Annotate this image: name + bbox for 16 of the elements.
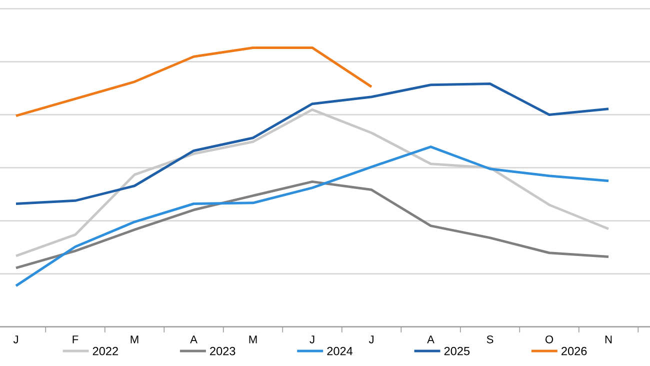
legend-label: 2024: [327, 346, 353, 356]
legend-label: 2026: [562, 346, 587, 356]
x-tick-label: A: [427, 336, 434, 344]
x-tick-label: M: [130, 336, 138, 344]
x-tick-label: J: [368, 336, 374, 344]
x-tick-label: N: [605, 336, 612, 344]
x-tick-label: J: [310, 336, 314, 344]
x-tick-label: O: [545, 335, 554, 344]
x-tick-label: M: [249, 336, 257, 344]
x-tick-label: J: [13, 336, 18, 344]
legend-label: 2022: [92, 346, 118, 356]
x-tick-label: F: [72, 336, 78, 344]
x-tick-label: A: [190, 336, 198, 344]
x-tick-label: S: [486, 335, 494, 344]
legend-label: 2025: [444, 346, 470, 356]
legend-label: 2023: [210, 346, 236, 356]
